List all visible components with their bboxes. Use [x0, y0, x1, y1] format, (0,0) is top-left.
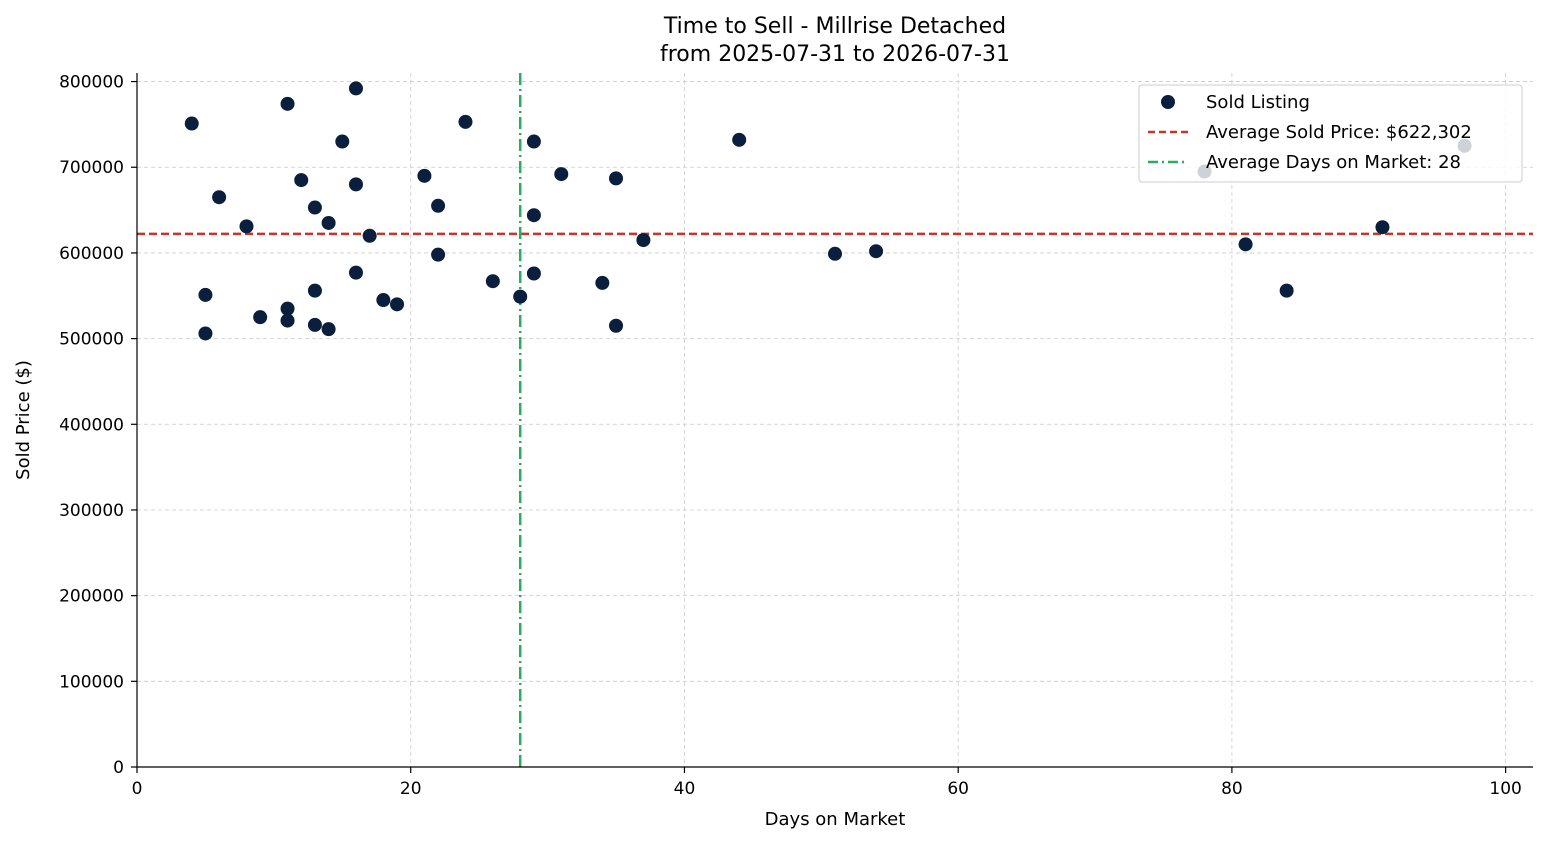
sold-listing-point	[348, 177, 363, 192]
sold-listing-point	[1375, 220, 1390, 235]
sold-listing-point	[294, 173, 309, 188]
sold-listing-point	[526, 208, 541, 223]
chart-title-line2: from 2025-07-31 to 2026-07-31	[660, 42, 1010, 67]
y-tick-label: 100000	[59, 672, 124, 692]
y-tick-label: 800000	[59, 73, 124, 93]
sold-listing-point	[321, 322, 336, 337]
sold-listing-point	[458, 114, 473, 129]
sold-listing-point	[307, 200, 322, 215]
legend-label-sold-listing: Sold Listing	[1206, 92, 1310, 113]
sold-listing-point	[636, 233, 651, 248]
x-tick-label: 40	[674, 779, 696, 799]
legend: Sold Listing Average Sold Price: $622,30…	[1138, 84, 1523, 183]
y-tick-label: 400000	[59, 415, 124, 435]
sold-listing-point	[198, 287, 213, 302]
y-tick-label: 700000	[59, 158, 124, 178]
sold-listing-point	[431, 247, 446, 262]
sold-listing-point	[239, 219, 254, 234]
y-tick-label: 300000	[59, 501, 124, 521]
sold-listing-point	[828, 246, 842, 261]
sold-listing-point	[595, 275, 610, 290]
sold-listing-point	[212, 190, 227, 205]
sold-listing-point	[253, 310, 268, 325]
sold-listing-point	[376, 293, 391, 308]
sold-listing-point	[307, 283, 322, 298]
sold-listing-point	[1279, 283, 1294, 298]
sold-listing-point	[869, 244, 884, 259]
sold-listing-point	[348, 81, 363, 96]
y-tick-label: 0	[113, 758, 124, 778]
y-tick-label: 200000	[59, 587, 124, 607]
y-tick-label: 500000	[59, 330, 124, 350]
sold-listing-point	[307, 317, 322, 332]
x-ticks: 0 20 40 60 80 100	[132, 767, 1522, 799]
legend-marker-sold-listing	[1161, 95, 1175, 109]
sold-listing-point	[513, 289, 528, 304]
x-tick-label: 100	[1489, 779, 1521, 799]
sold-listing-point	[390, 297, 405, 312]
sold-listing-point	[362, 228, 377, 243]
sold-listing-point	[184, 116, 199, 131]
sold-listing-point	[280, 96, 295, 111]
chart-title-line1: Time to Sell - Millrise Detached	[663, 14, 1006, 39]
x-tick-label: 80	[1221, 779, 1243, 799]
sold-listing-point	[554, 167, 569, 182]
sold-listing-point	[609, 318, 624, 333]
sold-listing-point	[526, 266, 541, 281]
sold-listing-point	[280, 301, 295, 316]
x-tick-label: 60	[947, 779, 969, 799]
y-tick-label: 600000	[59, 244, 124, 264]
sold-listing-point	[321, 215, 336, 230]
legend-box	[1138, 84, 1523, 183]
sold-listing-point	[280, 313, 295, 328]
legend-label-avg-price: Average Sold Price: $622,302	[1206, 122, 1472, 143]
y-axis-label: Sold Price ($)	[13, 360, 34, 480]
sold-listing-point	[348, 265, 363, 280]
sold-listing-point	[1238, 237, 1253, 252]
grid	[137, 73, 1533, 767]
sold-listing-point	[417, 168, 432, 183]
sold-listing-point	[732, 132, 747, 147]
x-tick-label: 20	[400, 779, 422, 799]
sold-listing-point	[485, 274, 500, 289]
legend-label-avg-days: Average Days on Market: 28	[1206, 152, 1461, 173]
sold-listing-point	[198, 326, 213, 341]
x-axis-label: Days on Market	[765, 809, 906, 830]
y-ticks: 0 100000 200000 300000 400000 500000 600000 700…	[59, 73, 137, 778]
sold-listing-point	[526, 134, 541, 149]
x-tick-label: 0	[132, 779, 143, 799]
sold-listing-point	[431, 198, 446, 213]
sold-listing-point	[609, 171, 624, 186]
sold-listing-point	[335, 134, 350, 149]
